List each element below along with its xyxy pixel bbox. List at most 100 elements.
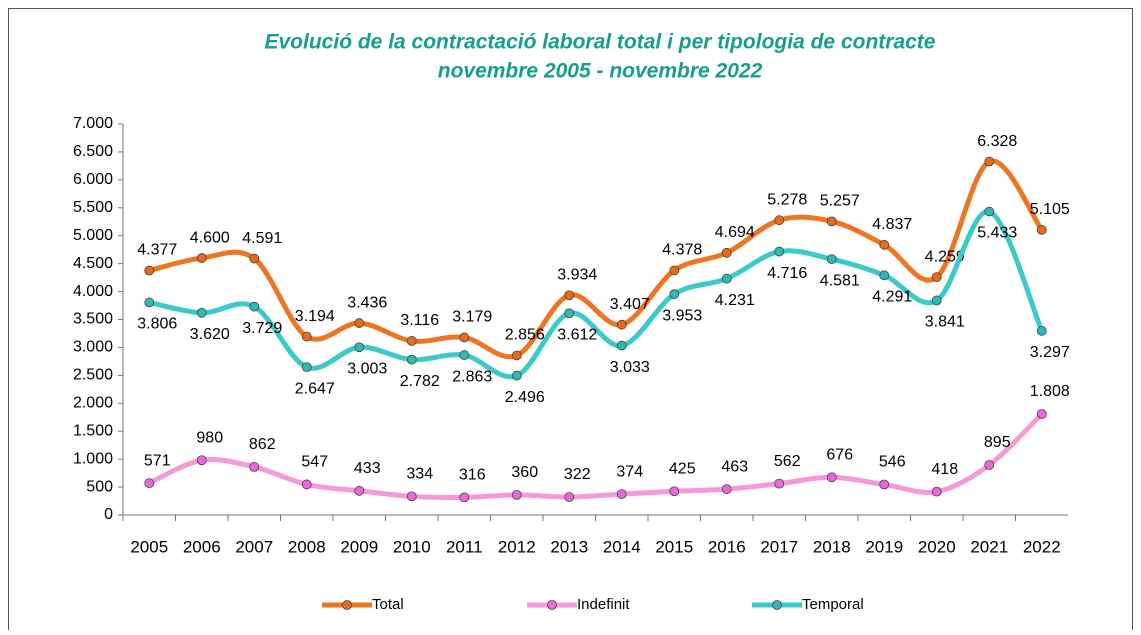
data-label: 360: [511, 464, 538, 481]
data-point: [459, 492, 470, 503]
data-point: [721, 484, 732, 495]
x-tick-label: 2012: [498, 537, 536, 556]
data-label: 2.782: [400, 373, 440, 390]
data-label: 3.729: [242, 320, 282, 337]
data-label: 3.436: [347, 294, 387, 311]
data-point: [669, 486, 680, 497]
data-point: [196, 455, 207, 466]
data-label: 571: [144, 452, 171, 469]
y-tick-label: 5.000: [73, 227, 113, 244]
data-label: 2.496: [505, 389, 545, 406]
data-point: [301, 362, 312, 373]
data-label: 5.433: [977, 225, 1017, 242]
data-label: 374: [616, 463, 643, 480]
data-point: [616, 489, 627, 500]
legend-label: Indefinit: [577, 596, 630, 613]
y-tick-label: 5.500: [73, 199, 113, 216]
y-tick-label: 2.500: [73, 367, 113, 384]
data-label: 3.033: [610, 359, 650, 376]
data-label: 4.694: [715, 224, 755, 241]
data-point: [144, 478, 155, 489]
data-label: 4.600: [190, 229, 230, 246]
data-point: [564, 308, 575, 319]
data-label: 5.105: [1030, 201, 1070, 218]
data-point: [774, 246, 785, 257]
x-tick-label: 2007: [235, 537, 273, 556]
data-label: 676: [826, 446, 853, 463]
x-tick-label: 2006: [183, 537, 221, 556]
data-point: [616, 319, 627, 330]
data-point: [144, 297, 155, 308]
x-tick-label: 2011: [446, 537, 483, 556]
data-label: 2.856: [505, 327, 545, 344]
data-point: [406, 491, 417, 502]
x-tick-label: 2014: [603, 537, 641, 556]
x-tick-label: 2015: [655, 537, 693, 556]
data-label: 3.620: [190, 326, 230, 343]
y-tick-label: 4.500: [73, 255, 113, 272]
y-tick-label: 2.000: [73, 395, 113, 412]
legend-marker: [772, 600, 782, 610]
y-tick-label: 7.000: [73, 115, 113, 132]
data-point: [1036, 325, 1047, 336]
chart-subtitle: novembre 2005 - novembre 2022: [438, 60, 763, 83]
data-label: 895: [984, 434, 1011, 451]
data-label: 3.841: [925, 314, 965, 331]
data-label: 418: [931, 461, 958, 478]
data-point: [826, 472, 837, 483]
series-line: [148, 412, 1044, 500]
data-point: [459, 332, 470, 343]
data-point: [511, 370, 522, 381]
data-point: [879, 479, 890, 490]
data-point: [301, 479, 312, 490]
data-point: [406, 336, 417, 346]
y-tick-label: 500: [86, 478, 113, 495]
data-point: [564, 290, 575, 301]
data-point: [721, 247, 732, 258]
data-point: [879, 239, 890, 250]
data-point: [984, 460, 995, 470]
data-point: [354, 485, 365, 496]
y-tick-label: 1.500: [73, 422, 113, 439]
data-label: 4.837: [872, 216, 912, 233]
data-label: 4.581: [820, 272, 860, 289]
data-point: [669, 265, 680, 276]
data-label: 322: [564, 466, 591, 483]
data-label: 4.378: [662, 242, 702, 259]
x-tick-label: 2019: [865, 537, 903, 556]
data-label: 2.863: [452, 368, 492, 385]
x-tick-label: 2017: [760, 537, 798, 556]
data-point: [774, 215, 785, 226]
y-tick-label: 6.500: [73, 143, 113, 160]
data-label: 5.278: [767, 191, 807, 208]
y-tick-label: 3.000: [73, 339, 113, 356]
legend-label: Temporal: [802, 596, 864, 613]
data-point: [354, 342, 365, 353]
data-label: 316: [459, 467, 486, 484]
data-point: [826, 216, 837, 227]
data-point: [249, 461, 260, 472]
data-point: [406, 354, 417, 365]
data-point: [616, 340, 627, 351]
data-label: 433: [354, 460, 381, 477]
data-label: 4.377: [137, 242, 177, 259]
x-tick-label: 2021: [970, 537, 1008, 556]
data-label: 3.407: [610, 296, 650, 313]
data-label: 3.194: [295, 308, 335, 325]
data-point: [249, 253, 260, 264]
data-label: 4.259: [925, 248, 965, 265]
data-point: [984, 156, 995, 167]
data-point: [196, 253, 207, 263]
data-label: 3.297: [1030, 344, 1070, 361]
data-label: 4.716: [767, 265, 807, 282]
data-label: 425: [669, 460, 696, 477]
y-tick-label: 1.000: [73, 450, 113, 467]
x-tick-label: 2018: [813, 537, 851, 556]
data-label: 4.291: [872, 289, 912, 306]
x-tick-label: 2013: [550, 537, 588, 556]
data-point: [249, 301, 260, 312]
data-point: [931, 486, 942, 497]
data-point: [1036, 409, 1047, 419]
data-point: [301, 331, 312, 342]
